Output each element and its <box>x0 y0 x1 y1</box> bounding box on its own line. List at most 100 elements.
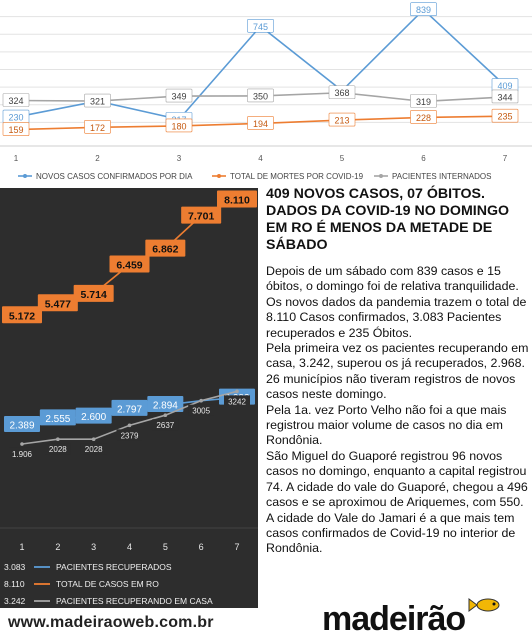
data-label-box <box>491 108 519 123</box>
data-label-text: 230 <box>8 113 23 123</box>
article-paragraph: Pela primeira vez os pacientes recuperan… <box>266 341 529 371</box>
data-label-text: 7.701 <box>188 211 214 223</box>
data-label-text: 3005 <box>192 407 210 416</box>
data-label-box <box>9 447 35 459</box>
legend-label: PACIENTES INTERNADOS <box>392 172 491 181</box>
article-paragraph: Os novos dados da pandemia trazem o tota… <box>266 294 527 340</box>
data-label: 6.862 <box>145 239 186 257</box>
data-label-text: 2028 <box>85 445 103 454</box>
data-label-box <box>165 88 193 103</box>
legend-label: PACIENTES RECUPERANDO EM CASA <box>56 596 213 606</box>
data-label-box <box>44 443 71 455</box>
article-headline: 409 NOVOS CASOS, 07 ÓBITOS. DADOS DA COV… <box>266 186 510 253</box>
data-label-text: 2028 <box>49 445 67 454</box>
data-label-box <box>247 116 274 130</box>
data-label: 349 <box>165 88 193 103</box>
data-label: 745 <box>247 18 274 33</box>
data-label: 2028 <box>80 443 107 455</box>
data-label: 235 <box>491 108 519 123</box>
x-tick-label: 7 <box>503 154 508 163</box>
data-label-box <box>111 399 148 416</box>
data-label: 194 <box>247 116 274 130</box>
data-point <box>20 442 24 446</box>
data-label-box <box>73 284 114 302</box>
x-tick-label: 5 <box>163 542 168 552</box>
legend-label: TOTAL DE CASOS EM RO <box>56 579 159 589</box>
data-label-box <box>37 294 78 312</box>
data-label: 7.701 <box>181 206 222 224</box>
data-label: 2379 <box>116 429 143 441</box>
site-url-link[interactable]: www.madeiraoweb.com.br <box>8 614 214 631</box>
data-label: 228 <box>410 110 437 124</box>
data-label: 172 <box>84 120 111 134</box>
x-tick-label: 1 <box>14 154 19 163</box>
data-label: 5.714 <box>73 284 114 302</box>
data-label: 2028 <box>44 443 71 455</box>
legend-label: NOVOS CASOS CONFIRMADOS POR DIA <box>36 172 193 181</box>
data-label-box <box>224 395 250 407</box>
data-label-box <box>410 94 437 108</box>
data-label: 6.459 <box>109 255 150 273</box>
data-label: 8.110 <box>217 190 257 208</box>
data-point <box>56 437 60 441</box>
data-label-text: 839 <box>416 5 431 15</box>
data-label-text: 5.172 <box>9 310 35 322</box>
x-tick-label: 3 <box>91 542 96 552</box>
article-paragraph: Pela 1a. vez Porto Velho não foi a que m… <box>266 402 507 448</box>
data-label-box <box>152 419 179 431</box>
data-label-box <box>188 404 215 416</box>
data-label-text: 5.477 <box>45 298 71 310</box>
article-paragraph: 26 municípios não tiveram registros de n… <box>266 371 516 402</box>
data-label-box <box>2 122 30 136</box>
data-label-box <box>75 407 112 424</box>
data-label-text: 194 <box>253 119 268 129</box>
x-tick-label: 2 <box>55 542 60 552</box>
data-label: 2637 <box>152 419 179 431</box>
data-label: 5.477 <box>37 294 78 312</box>
madeirao-logo: madeirão <box>318 596 528 638</box>
data-label-text: 5.714 <box>81 289 107 301</box>
data-label-text: 2.894 <box>153 401 178 412</box>
data-label: 324 <box>2 93 30 107</box>
data-label-text: 368 <box>334 88 349 98</box>
data-label-box <box>247 88 274 103</box>
data-point <box>235 389 239 394</box>
data-label: 1.906 <box>9 447 35 459</box>
x-tick-label: 2 <box>95 154 100 163</box>
data-label: 344 <box>491 89 519 104</box>
x-tick-label: 3 <box>177 154 182 163</box>
data-label: 5.172 <box>2 306 42 324</box>
data-label-box <box>410 110 437 124</box>
article-paragraph: A cidade do Vale do Jamari é a que mais … <box>266 510 516 556</box>
data-label-text: 172 <box>90 123 105 133</box>
data-label-text: 213 <box>334 116 349 126</box>
data-label-box <box>109 255 150 273</box>
data-label-text: 324 <box>8 96 23 106</box>
data-label: 3005 <box>188 404 215 416</box>
x-tick-label: 6 <box>199 542 204 552</box>
legend-value: 3.242 <box>4 596 26 606</box>
data-label-text: 8.110 <box>224 194 250 206</box>
article-paragraph: Depois de um sábado com 839 casos e 15 ó… <box>266 264 519 294</box>
news-article: 409 NOVOS CASOS, 07 ÓBITOS. DADOS DA COV… <box>264 186 530 596</box>
data-point <box>163 413 168 417</box>
data-label-text: 3242 <box>228 397 246 406</box>
data-label-text: 745 <box>253 22 268 32</box>
legend-dot <box>23 174 27 178</box>
data-label-box <box>145 239 186 257</box>
x-tick-label: 6 <box>421 154 426 163</box>
data-label-box <box>84 93 111 108</box>
data-point <box>91 437 96 441</box>
legend-label: TOTAL DE MORTES POR COVID-19 <box>230 172 364 181</box>
legend-label: PACIENTES RECUPERADOS <box>56 562 172 572</box>
data-label-text: 6.459 <box>116 260 142 272</box>
data-point <box>199 398 203 403</box>
data-label-box <box>4 415 40 432</box>
data-label-box <box>147 396 184 413</box>
x-tick-label: 4 <box>258 154 263 163</box>
data-label-box <box>491 89 519 104</box>
data-label-text: 180 <box>171 121 186 131</box>
data-label-text: 349 <box>171 92 186 102</box>
data-label: 3242 <box>224 395 250 407</box>
data-label: 2.797 <box>111 399 148 416</box>
